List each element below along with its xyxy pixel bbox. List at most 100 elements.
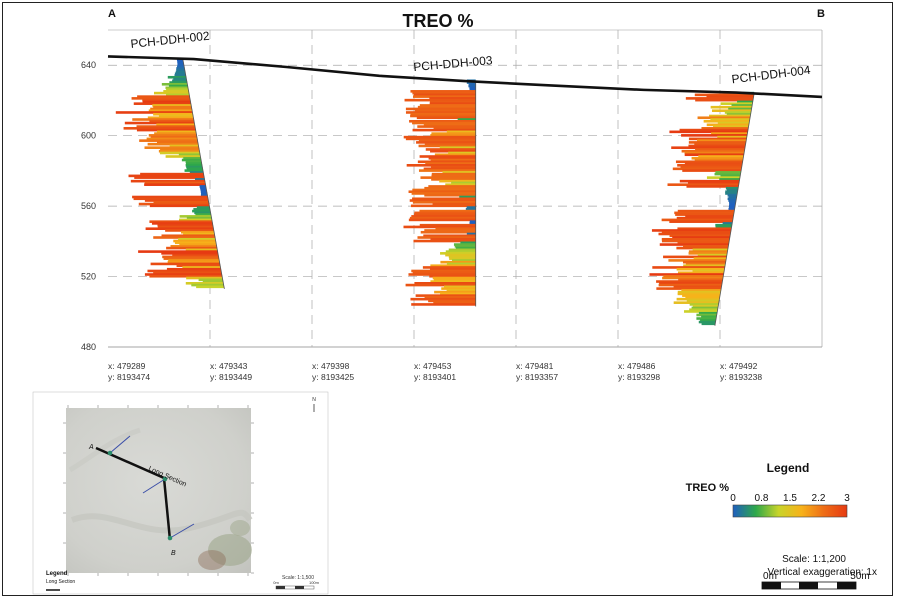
- treo-interval-bar: [691, 156, 744, 160]
- treo-interval-bar: [669, 234, 731, 238]
- treo-interval-bar: [174, 72, 186, 76]
- treo-interval-bar: [416, 116, 476, 120]
- treo-interval-bar: [195, 213, 212, 216]
- treo-interval-bar: [651, 229, 731, 232]
- treo-interval-bar: [423, 123, 476, 127]
- treo-interval-bar: [656, 287, 722, 290]
- treo-interval-bar: [179, 215, 212, 218]
- treo-interval-bar: [159, 151, 200, 155]
- treo-interval-bar: [161, 82, 188, 86]
- treo-interval-bar: [185, 282, 224, 285]
- treo-interval-bar: [162, 255, 219, 259]
- scalebar: 0m 50m: [761, 571, 870, 590]
- treo-interval-bar: [431, 172, 476, 176]
- treo-interval-bar: [460, 241, 476, 245]
- treo-interval-bar: [148, 109, 193, 113]
- scalebar-segment: [762, 582, 781, 589]
- treo-interval-bar: [136, 128, 196, 132]
- treo-interval-bar: [153, 105, 192, 109]
- y-coord-label: y: 8193298: [618, 372, 660, 382]
- legend-tick-label: 0: [730, 493, 736, 504]
- treo-interval-bar: [689, 308, 718, 312]
- treo-interval-bar: [160, 148, 200, 151]
- treo-interval-bar: [689, 303, 719, 306]
- treo-interval-bar: [177, 63, 184, 67]
- treo-interval-bar: [425, 148, 476, 151]
- treo-interval-bar: [186, 276, 223, 280]
- treo-interval-bar: [177, 65, 185, 68]
- treo-interval-bar: [133, 102, 191, 105]
- treo-interval-bar: [695, 98, 753, 102]
- treo-interval-bar: [681, 289, 721, 292]
- treo-interval-bar: [677, 271, 724, 275]
- treo-interval-bar: [430, 158, 476, 162]
- treo-interval-bar: [667, 183, 739, 186]
- treo-interval-bar: [659, 243, 729, 246]
- treo-interval-bar: [466, 232, 476, 236]
- treo-interval-bar: [671, 146, 745, 149]
- treo-interval-bar: [414, 109, 476, 113]
- treo-interval-bar: [694, 142, 746, 146]
- treo-interval-bar: [710, 105, 752, 109]
- inset-scale-end: 100m: [309, 580, 320, 585]
- y-axis-ticks: 640 600 560 520 480: [81, 60, 96, 352]
- treo-interval-bar: [412, 271, 476, 275]
- treo-interval-bar: [186, 216, 212, 220]
- treo-interval-bar: [439, 146, 476, 149]
- treo-interval-bar: [414, 211, 476, 215]
- treo-interval-bar: [412, 121, 476, 125]
- treo-interval-bar: [174, 241, 217, 245]
- treo-interval-bar: [683, 245, 729, 248]
- treo-interval-bar: [674, 211, 734, 215]
- treo-interval-bar: [142, 100, 191, 104]
- treo-interval-bar: [411, 269, 476, 273]
- treo-interval-bar: [727, 197, 737, 201]
- inset-hole-trace: [169, 523, 195, 539]
- treo-interval-bar: [185, 162, 202, 165]
- treo-interval-bar: [696, 317, 717, 320]
- treo-interval-bar: [405, 111, 476, 114]
- treo-interval-bar: [146, 137, 198, 141]
- treo-interval-bar: [416, 141, 476, 144]
- treo-interval-bar: [673, 301, 719, 304]
- treo-interval-bar: [424, 142, 476, 146]
- treo-interval-bar: [440, 292, 476, 296]
- treo-interval-bar: [446, 262, 476, 266]
- treo-interval-bar: [440, 252, 476, 255]
- treo-interval-bar: [431, 132, 476, 135]
- treo-interval-bar: [175, 70, 186, 74]
- treo-interval-bar: [177, 60, 184, 63]
- treo-interval-bar: [435, 227, 476, 231]
- treo-interval-bar: [411, 215, 476, 218]
- treo-interval-bar: [412, 197, 476, 201]
- treo-interval-bar: [697, 253, 727, 257]
- treo-interval-bar: [720, 174, 741, 178]
- treo-interval-bar: [682, 260, 726, 264]
- treo-interval-bar: [115, 111, 193, 114]
- treo-interval-bar: [465, 208, 476, 211]
- treo-interval-bar: [720, 102, 753, 105]
- treo-interval-bar: [679, 128, 748, 132]
- treo-interval-bar: [428, 156, 476, 160]
- treo-interval-bar: [150, 262, 220, 266]
- y-tick-label: 480: [81, 342, 96, 352]
- treo-interval-bar: [418, 144, 476, 148]
- treo-interval-bar: [692, 269, 725, 273]
- treo-interval-bar: [448, 151, 476, 155]
- inset-collar: [162, 476, 168, 482]
- treo-interval-bar: [680, 165, 742, 169]
- treo-interval-bar: [149, 119, 195, 123]
- treo-interval-bar: [422, 266, 476, 269]
- drill-hole-trace: [182, 59, 225, 289]
- treo-interval-bar: [201, 192, 208, 195]
- treo-interval-bar: [430, 237, 476, 241]
- treo-interval-bar: [726, 112, 751, 116]
- treo-interval-bar: [455, 246, 476, 250]
- treo-interval-bar: [430, 134, 476, 137]
- treo-interval-bar: [423, 234, 476, 238]
- treo-interval-bar: [418, 169, 476, 172]
- treo-interval-bar: [172, 79, 187, 83]
- treo-interval-bar: [139, 139, 198, 142]
- inset-scale-text: Scale: 1:1,500: [282, 575, 314, 581]
